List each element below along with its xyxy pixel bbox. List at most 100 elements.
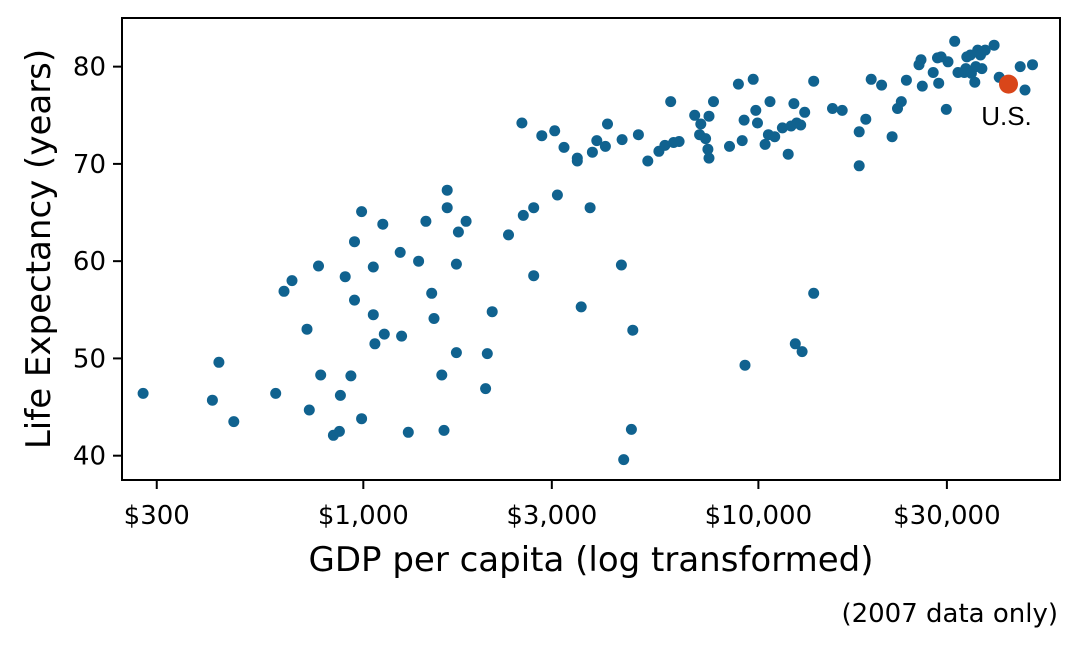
us-highlight-point (999, 74, 1018, 94)
data-point (618, 454, 630, 466)
data-point (708, 96, 719, 108)
data-point (356, 206, 368, 218)
data-point (571, 155, 583, 167)
data-point (206, 394, 218, 406)
data-point (695, 118, 707, 130)
data-point (969, 76, 981, 88)
data-point (356, 413, 368, 425)
data-point (349, 294, 360, 306)
data-point (738, 114, 750, 126)
data-point (438, 424, 450, 436)
data-point (345, 370, 357, 382)
data-point (808, 287, 820, 299)
data-point (503, 229, 514, 241)
data-point (615, 259, 627, 271)
data-point (137, 387, 149, 399)
data-point (1014, 61, 1026, 73)
data-point (949, 35, 961, 47)
data-point (480, 383, 492, 395)
x-tick-label: $1,000 (318, 501, 409, 531)
data-point (333, 425, 345, 437)
y-axis-title: Life Expectancy (years) (19, 49, 59, 449)
data-point (394, 246, 406, 258)
data-point (860, 113, 872, 125)
data-point (278, 285, 290, 297)
data-point (481, 348, 493, 360)
data-point (759, 138, 771, 150)
data-point (979, 44, 991, 56)
data-point (1019, 84, 1031, 96)
data-point (301, 323, 313, 335)
y-tick-label: 80 (73, 53, 106, 83)
data-point (703, 152, 715, 164)
data-point (584, 202, 596, 214)
data-point (426, 287, 438, 299)
data-point (642, 155, 654, 167)
data-point (747, 73, 759, 85)
data-point (486, 306, 498, 318)
data-point (599, 140, 611, 152)
data-point (367, 261, 379, 273)
data-point (441, 184, 453, 196)
data-point (413, 255, 425, 267)
data-point (452, 226, 464, 238)
data-point (915, 54, 927, 66)
data-point (369, 338, 381, 350)
data-point (700, 133, 712, 145)
data-point (795, 119, 807, 131)
data-point (900, 74, 912, 86)
data-point (789, 338, 801, 350)
data-point (940, 103, 952, 115)
data-point (799, 106, 811, 118)
data-point (334, 389, 346, 401)
data-point (420, 215, 432, 227)
data-point (551, 189, 563, 201)
data-point (436, 369, 448, 381)
data-point (558, 141, 570, 153)
data-point (1027, 59, 1038, 71)
data-point (659, 139, 671, 151)
data-point (367, 309, 379, 321)
x-axis: $300 $1,000 $3,000 $10,000 $30,000 (124, 480, 1001, 531)
y-tick-label: 40 (73, 442, 106, 472)
data-point (853, 126, 865, 138)
data-point (827, 103, 838, 114)
data-point (724, 140, 735, 152)
data-point (228, 416, 240, 428)
data-point (528, 202, 540, 214)
data-point (377, 218, 389, 230)
data-point (591, 135, 603, 147)
data-point (517, 209, 529, 221)
data-point (876, 79, 888, 91)
plot-frame (121, 17, 1061, 481)
data-point (808, 75, 820, 87)
y-axis: 40 50 60 70 80 (73, 53, 122, 472)
data-point (575, 301, 587, 313)
data-point (927, 67, 939, 78)
x-tick-label: $3,000 (506, 501, 597, 531)
data-point (286, 275, 298, 287)
data-point (339, 271, 351, 283)
data-point (895, 96, 907, 108)
data-point (750, 104, 762, 116)
data-point (632, 129, 644, 141)
data-point (886, 131, 898, 143)
data-point (916, 80, 928, 92)
y-tick-label: 70 (73, 150, 106, 180)
data-point (764, 96, 776, 108)
data-point (602, 118, 613, 130)
data-point (616, 134, 628, 146)
data-point (736, 135, 748, 147)
data-point (689, 109, 701, 121)
data-point (836, 104, 848, 116)
data-point (528, 270, 540, 282)
data-point (450, 258, 462, 270)
data-point (441, 202, 453, 214)
data-point (627, 324, 639, 336)
data-point (270, 387, 282, 399)
data-point (703, 110, 715, 122)
x-axis-title: GDP per capita (log transformed) (308, 540, 873, 580)
data-point (782, 148, 794, 160)
data-point (378, 328, 390, 340)
